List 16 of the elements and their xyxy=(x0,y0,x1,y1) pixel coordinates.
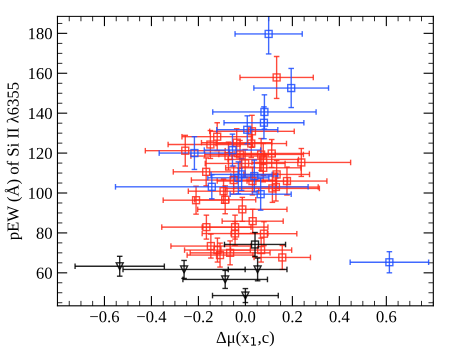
x-tick-label: 0.4 xyxy=(330,311,350,322)
x-tick-label: 0.2 xyxy=(282,311,302,322)
y-tick-label: 100 xyxy=(29,188,52,199)
y-tick-label: 120 xyxy=(29,148,52,160)
x-tick-label: −0.4 xyxy=(137,311,166,322)
x-axis-title: Δμ(x$_{1}$,c) xyxy=(216,331,274,346)
y-tick-label: 140 xyxy=(29,108,52,120)
y-tick-label: 180 xyxy=(29,28,52,40)
x-tick-label: 0.0 xyxy=(236,311,256,322)
x-tick-label: 0.6 xyxy=(376,311,396,322)
y-tick-label: 60 xyxy=(36,268,52,279)
y-tick-label: 80 xyxy=(36,228,52,239)
y-axis-title: pEW (Å) of Si II λ6355 xyxy=(4,82,22,240)
x-tick-label: −0.2 xyxy=(184,311,213,322)
y-tick-label: 160 xyxy=(29,68,52,80)
x-tick-label: −0.6 xyxy=(90,311,120,322)
